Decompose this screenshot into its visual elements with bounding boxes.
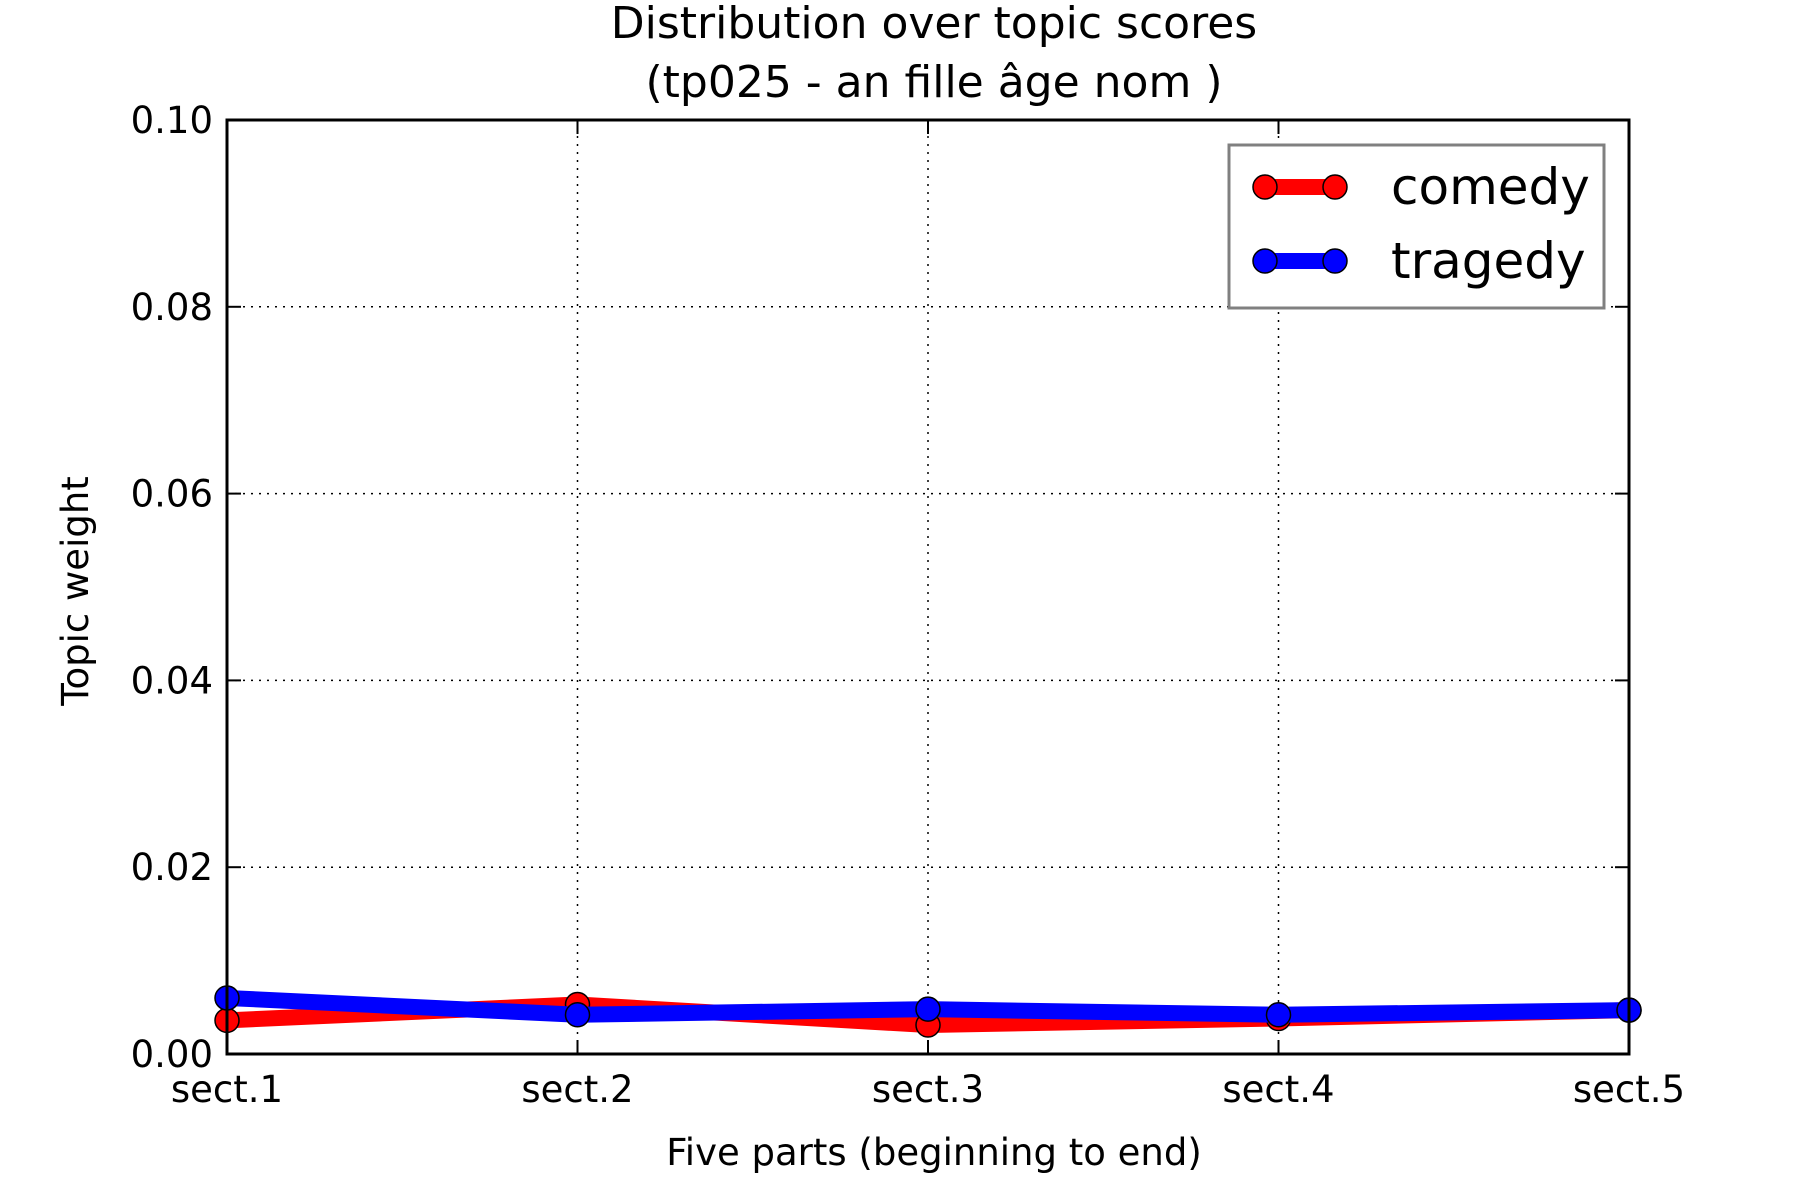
y-tick-label: 0.10 (131, 99, 213, 142)
y-axis-label: Topic weight (54, 476, 97, 707)
legend-marker-comedy (1252, 174, 1278, 200)
y-tick-label: 0.02 (131, 846, 213, 889)
plot-frame (225, 118, 1631, 1056)
x-tick-label: sect.5 (1573, 1068, 1685, 1111)
legend-marker-tragedy (1252, 248, 1278, 274)
ticks: 0.00 0.02 0.04 0.06 0.08 0.10 sect.1 sect.2 sect… (131, 99, 1685, 1111)
tragedy-point (915, 996, 941, 1022)
tragedy-point (1265, 1002, 1292, 1028)
legend-label-comedy: comedy (1391, 158, 1590, 216)
legend-label-tragedy: tragedy (1391, 232, 1586, 290)
x-tick-label: sect.2 (521, 1068, 633, 1111)
legend: comedy tragedy (1227, 143, 1606, 310)
x-tick-label: sect.3 (872, 1068, 984, 1111)
y-tick-label: 0.06 (131, 473, 213, 516)
series (214, 985, 1642, 1038)
x-axis-label: Five parts (beginning to end) (666, 1131, 1202, 1174)
x-tick-label: sect.4 (1222, 1068, 1334, 1111)
x-tick-label: sect.1 (171, 1068, 283, 1111)
y-tick-label: 0.04 (131, 659, 213, 702)
y-tick-label: 0.08 (131, 286, 213, 329)
chart-title: Distribution over topic scores (611, 0, 1257, 49)
chart-subtitle: (tp025 - an fille âge nom ) (645, 57, 1222, 108)
legend-marker-comedy (1322, 174, 1348, 200)
legend-marker-tragedy (1322, 248, 1348, 274)
legend-box (1227, 143, 1606, 310)
y-tick-label: 0.00 (131, 1033, 213, 1076)
tragedy-point (564, 1002, 591, 1028)
